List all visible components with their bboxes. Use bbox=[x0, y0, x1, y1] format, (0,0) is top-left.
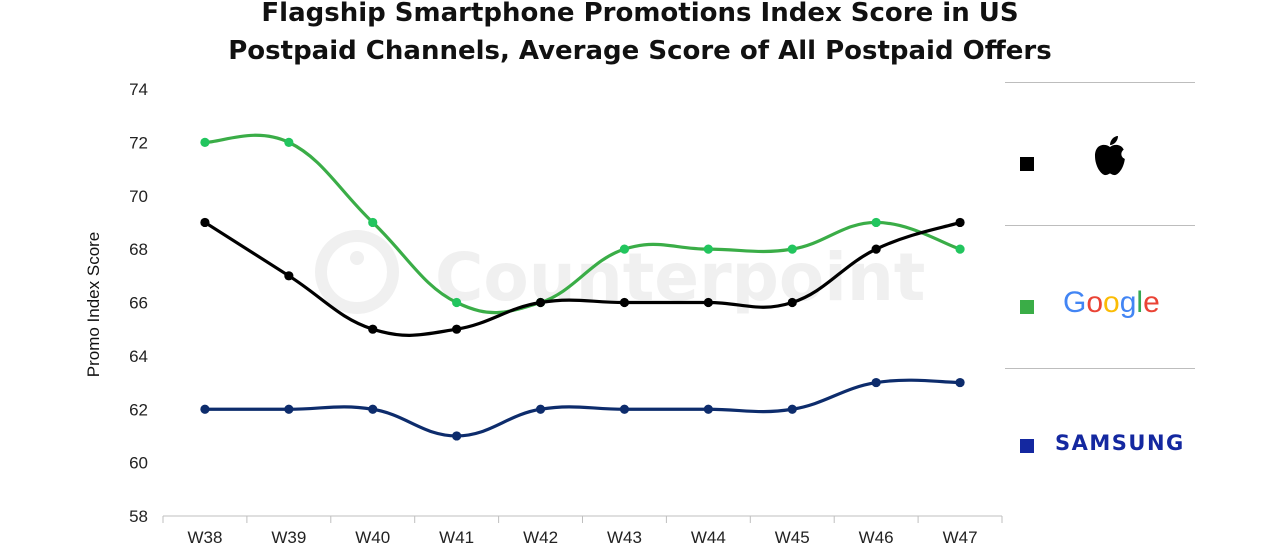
google-logo: Google bbox=[1063, 286, 1160, 320]
y-tick-label: 64 bbox=[129, 347, 148, 366]
data-point-google bbox=[452, 297, 462, 308]
data-point-google bbox=[200, 137, 210, 147]
chart-title: Flagship Smartphone Promotions Index Sco… bbox=[0, 0, 1280, 70]
data-point-samsung bbox=[619, 404, 630, 414]
data-point-google bbox=[871, 217, 881, 228]
y-tick-label: 58 bbox=[129, 507, 148, 526]
x-tick-label: W41 bbox=[439, 528, 474, 545]
data-point-samsung bbox=[535, 404, 546, 414]
watermark-text: Counterpoint bbox=[435, 239, 925, 316]
chart-title-line-2: Postpaid Channels, Average Score of All … bbox=[228, 36, 1052, 66]
data-point-apple bbox=[619, 297, 630, 308]
series-line-apple bbox=[203, 220, 962, 337]
google-logo-letter: o bbox=[1103, 286, 1120, 319]
y-tick-label: 62 bbox=[129, 400, 148, 419]
x-tick-label: W40 bbox=[355, 528, 390, 545]
data-point-samsung bbox=[284, 404, 294, 414]
x-tick-label: W42 bbox=[523, 528, 558, 545]
watermark-logo-dot bbox=[350, 251, 364, 265]
x-tick-label: W46 bbox=[859, 528, 894, 545]
google-logo-letter: l bbox=[1136, 286, 1144, 319]
data-point-apple bbox=[452, 324, 462, 334]
y-axis-label: Promo Index Score bbox=[84, 232, 103, 378]
y-tick-label: 74 bbox=[129, 80, 148, 99]
x-tick-label: W45 bbox=[775, 528, 810, 545]
watermark-logo-icon bbox=[315, 230, 399, 314]
google-logo-letter: g bbox=[1119, 286, 1137, 319]
samsung-logo: SAMSUNG bbox=[1055, 431, 1185, 455]
data-point-google bbox=[703, 244, 713, 254]
legend-item-google: Google bbox=[1005, 225, 1195, 368]
data-point-google bbox=[955, 244, 965, 254]
data-point-google bbox=[284, 137, 294, 147]
data-point-google bbox=[619, 244, 630, 254]
apple-logo-icon bbox=[1095, 136, 1129, 176]
data-point-apple bbox=[368, 324, 378, 334]
y-tick-label: 70 bbox=[129, 187, 148, 206]
x-tick-label: W44 bbox=[691, 528, 726, 545]
x-tick-label: W38 bbox=[187, 528, 222, 545]
data-point-apple bbox=[787, 297, 797, 308]
data-point-samsung bbox=[787, 404, 797, 414]
legend: Google SAMSUNG bbox=[1005, 82, 1195, 511]
legend-swatch-google bbox=[1020, 300, 1034, 314]
data-point-samsung bbox=[368, 404, 378, 414]
x-tick-label: W47 bbox=[943, 528, 978, 545]
x-tick-label: W39 bbox=[271, 528, 306, 545]
y-tick-label: 60 bbox=[129, 454, 148, 473]
data-point-apple bbox=[871, 244, 881, 254]
y-tick-label: 68 bbox=[129, 240, 148, 259]
data-point-apple bbox=[955, 217, 965, 228]
data-point-samsung bbox=[955, 377, 965, 388]
y-tick-label: 66 bbox=[129, 294, 148, 313]
series-line-samsung bbox=[203, 378, 962, 438]
legend-item-apple bbox=[1005, 82, 1195, 225]
data-point-apple bbox=[535, 297, 546, 308]
legend-swatch-apple bbox=[1020, 157, 1034, 171]
data-point-apple bbox=[703, 297, 713, 308]
data-point-samsung bbox=[200, 404, 210, 414]
google-logo-letter: e bbox=[1143, 286, 1160, 319]
data-point-apple bbox=[284, 271, 294, 281]
data-point-apple bbox=[200, 217, 210, 228]
data-point-samsung bbox=[703, 404, 713, 414]
legend-item-samsung: SAMSUNG bbox=[1005, 368, 1195, 511]
series-line-google bbox=[203, 133, 962, 315]
data-point-google bbox=[368, 217, 378, 228]
data-point-samsung bbox=[452, 431, 462, 441]
chart-title-line-1: Flagship Smartphone Promotions Index Sco… bbox=[261, 0, 1019, 28]
data-point-samsung bbox=[871, 377, 881, 388]
data-point-google bbox=[787, 244, 797, 254]
y-tick-label: 72 bbox=[129, 133, 148, 152]
google-logo-letter: G bbox=[1063, 286, 1087, 319]
x-tick-label: W43 bbox=[607, 528, 642, 545]
google-logo-letter: o bbox=[1086, 286, 1104, 319]
legend-swatch-samsung bbox=[1020, 439, 1034, 453]
